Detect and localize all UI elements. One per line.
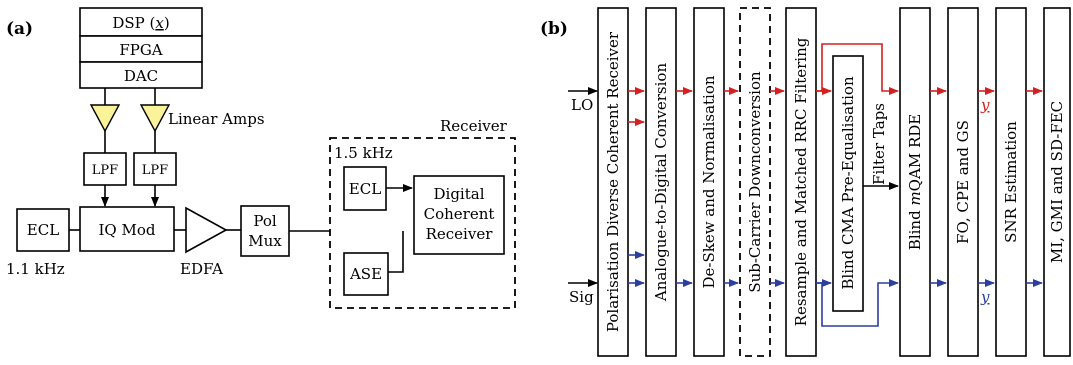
stage-resample — [785, 7, 817, 357]
stage-rde — [899, 7, 931, 357]
stage-downconversion-label: Sub-Carrier Downconversion — [746, 71, 764, 293]
receiver-label: Receiver — [440, 117, 508, 135]
pol-mux-line1: Pol — [253, 212, 277, 230]
stage-fo-cpe-gs-label: FO, CPE and GS — [954, 120, 972, 244]
pol-mux-line2: Mux — [248, 232, 282, 250]
stage-fo-cpe-gs — [947, 7, 979, 357]
stage-snr — [995, 7, 1027, 357]
lpf-left-label: LPF — [92, 163, 118, 178]
ase-label: ASE — [349, 265, 382, 283]
amplifier-left-icon — [89, 104, 121, 133]
dsp-label: DSP (x) — [112, 14, 169, 32]
dcr-line2: Coherent — [424, 205, 495, 223]
stage-rde-label: Blind mQAM RDE — [906, 114, 924, 250]
ase-box — [343, 252, 389, 296]
panel-b: (b) LO Sig Polarisation Diverse Coherent… — [540, 7, 1071, 357]
stage-adc-label: Analogue-to-Digital Conversion — [652, 63, 670, 303]
amplifier-right-icon — [139, 104, 171, 133]
iq-mod-box — [79, 206, 175, 252]
stage-cma — [832, 55, 864, 312]
ecl-rx-label: ECL — [349, 180, 381, 198]
sig-label: Sig — [569, 288, 594, 306]
ecl-tx-box — [16, 208, 70, 252]
iq-mod-label: IQ Mod — [99, 221, 156, 239]
lpf-right-box — [133, 152, 177, 186]
stage-adc — [645, 7, 677, 357]
stage-coherent-receiver — [597, 7, 629, 357]
stage-downconversion — [739, 7, 771, 357]
digital-coherent-receiver-box — [413, 175, 505, 255]
edfa-label: EDFA — [180, 260, 223, 278]
panel-b-tag: (b) — [540, 19, 568, 39]
dcr-line1: Digital — [434, 185, 485, 203]
linear-amps-label: Linear Amps — [168, 110, 265, 128]
lpf-right-label: LPF — [142, 163, 168, 178]
stage-deskew-label: De-Skew and Normalisation — [700, 75, 718, 288]
fpga-label: FPGA — [119, 41, 162, 59]
stage-deskew — [693, 7, 725, 357]
y-red-label: y — [980, 96, 990, 114]
y-blue-label: y — [980, 288, 990, 306]
lo-label: LO — [571, 96, 593, 114]
stage-resample-label: Resample and Matched RRC Filtering — [792, 37, 810, 326]
dcr-line3: Receiver — [426, 225, 494, 243]
stage-coherent-receiver-label: Polarisation Diverse Coherent Receiver — [604, 31, 622, 332]
stage-snr-label: SNR Estimation — [1002, 121, 1020, 243]
ecl-rx-linewidth: 1.5 kHz — [334, 144, 393, 162]
panel-a-tag: (a) — [6, 19, 33, 39]
stage-mi-gmi — [1043, 7, 1071, 357]
dac-box — [79, 61, 203, 89]
stage-mi-gmi-label: MI, GMI and SD-FEC — [1048, 101, 1066, 263]
stage-cma-label: Blind CMA Pre-Equalisation — [839, 76, 857, 290]
dac-label: DAC — [124, 67, 158, 85]
ecl-tx-linewidth: 1.1 kHz — [6, 260, 65, 278]
panel-a: (a) DSP (x) FPGA DAC Linear Amps LPF LPF… — [6, 7, 516, 309]
edfa-amplifier-icon — [185, 206, 228, 254]
ecl-tx-label: ECL — [27, 221, 59, 239]
filter-taps-label: Filter Taps — [870, 103, 888, 185]
dsp-box — [79, 7, 203, 37]
